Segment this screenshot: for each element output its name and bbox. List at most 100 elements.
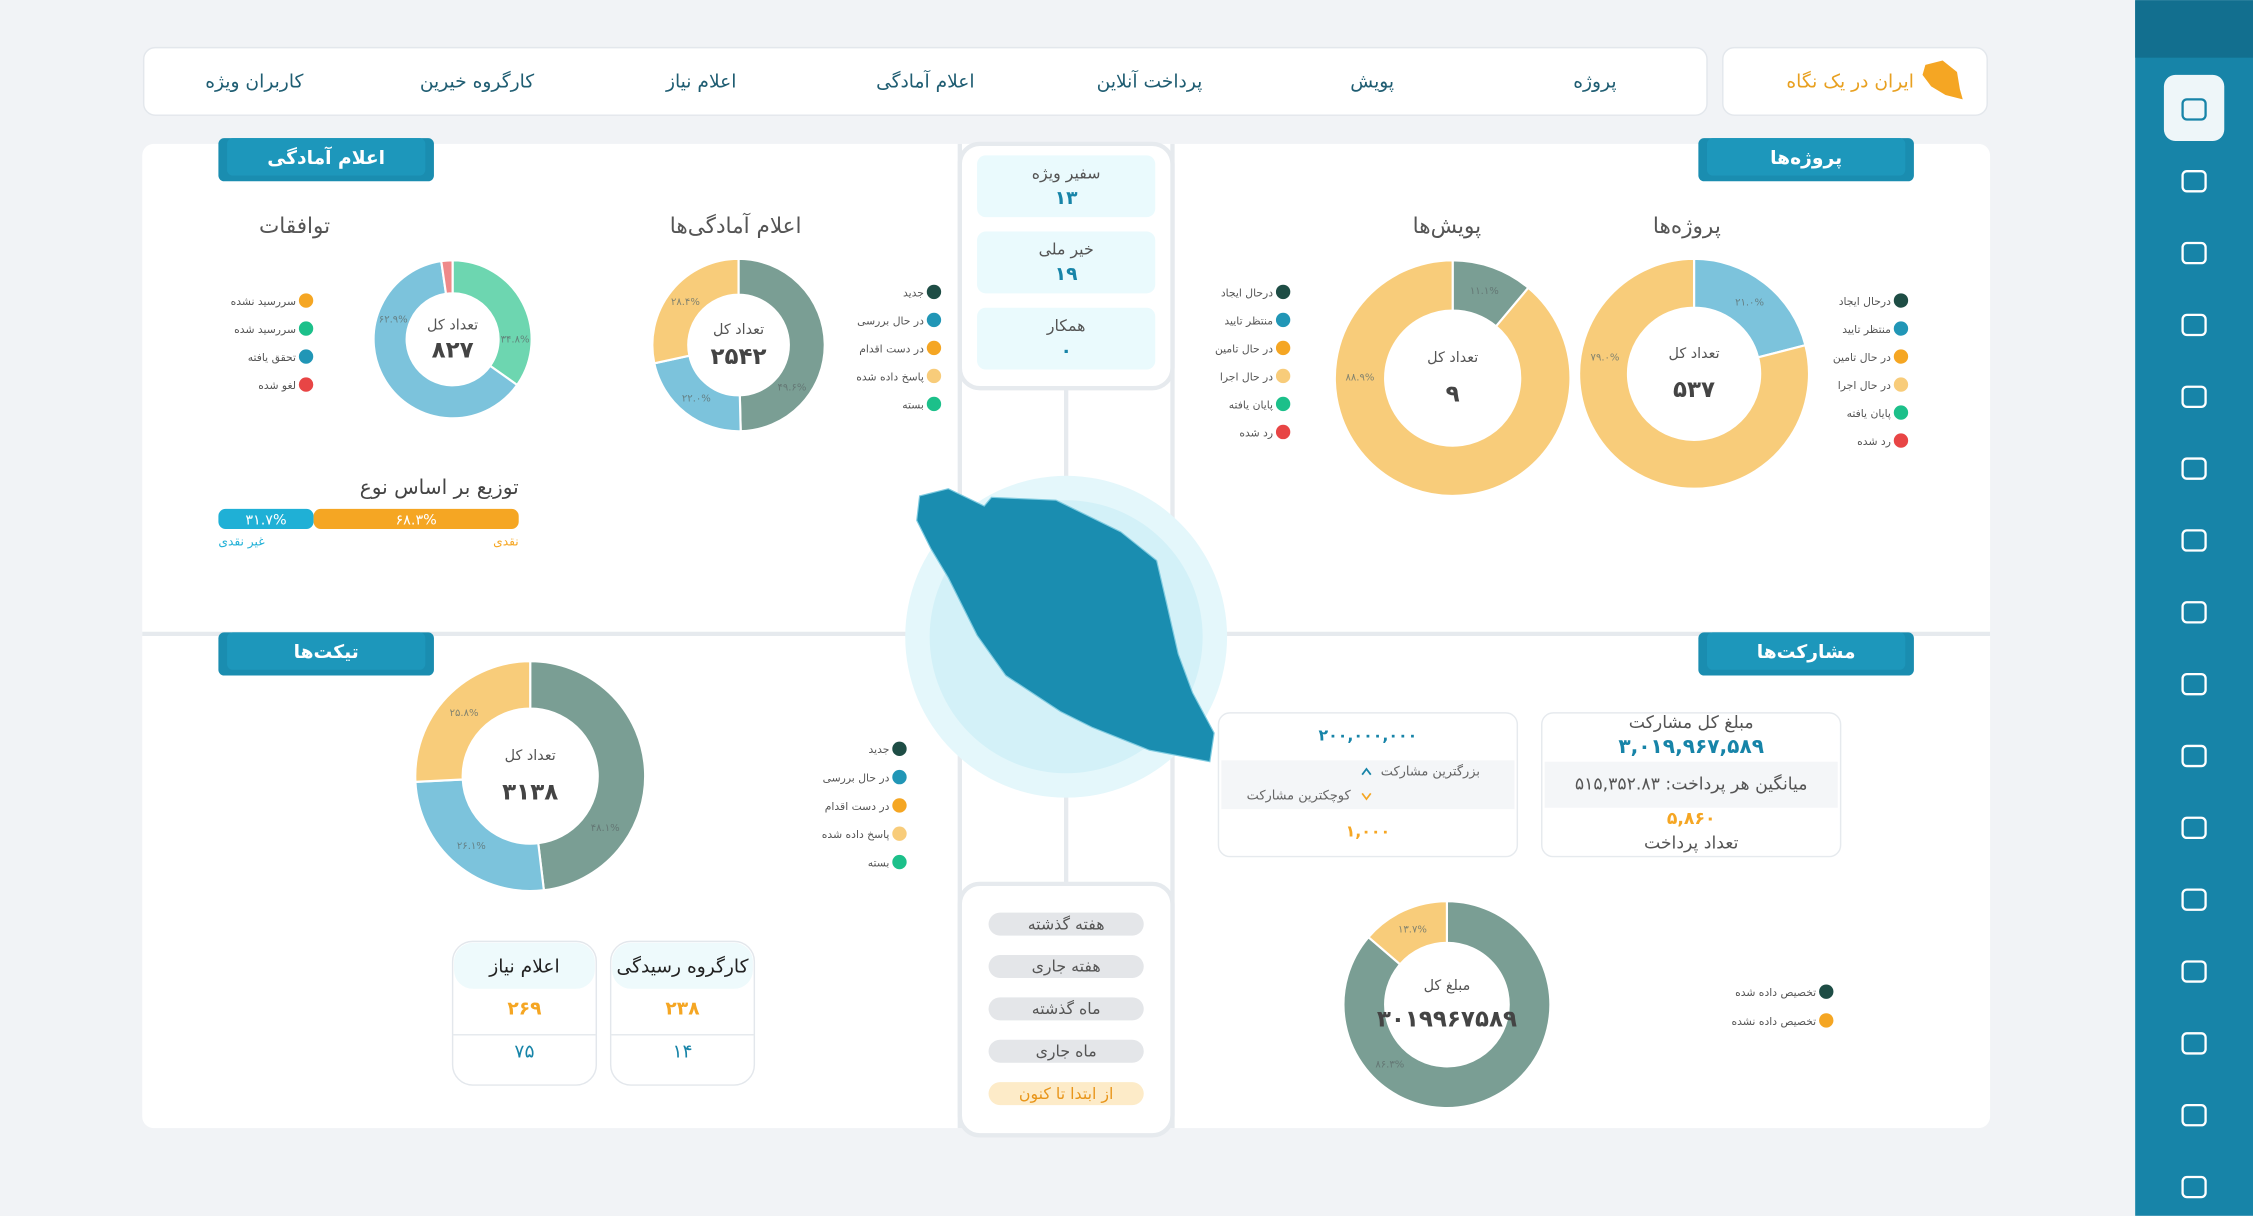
legend-label[interactable]: در حال بررسی [823, 772, 890, 785]
donut-segment[interactable] [414, 778, 546, 893]
legend-label[interactable]: پاسخ داده شده [822, 828, 890, 841]
filter-label[interactable]: ماه جاری [1036, 1041, 1097, 1061]
legend-dot[interactable] [1893, 293, 1909, 308]
legend-dot[interactable] [298, 349, 314, 364]
donut-segment[interactable] [372, 259, 519, 420]
legend-label[interactable]: تخصیص داده نشده [1732, 1015, 1817, 1028]
legend-dot[interactable] [1275, 424, 1291, 440]
nav-item[interactable]: اعلام آمادگی [876, 70, 975, 93]
legend-label[interactable]: بسته [902, 398, 924, 411]
legend-label[interactable]: در حال بررسی [857, 314, 924, 327]
sidebar-icon[interactable] [2181, 529, 2207, 552]
legend-dot[interactable] [1275, 368, 1291, 384]
sidebar-icon[interactable] [2181, 888, 2207, 911]
legend-dot[interactable] [926, 396, 942, 412]
filter-button[interactable] [988, 997, 1144, 1021]
donut-segment[interactable] [529, 660, 647, 892]
donut-segment[interactable] [414, 660, 532, 784]
sidebar-icon[interactable] [2181, 241, 2207, 265]
legend-dot[interactable] [298, 321, 314, 336]
filter-label[interactable]: ماه گذشته [1032, 999, 1101, 1018]
legend-label[interactable]: جدید [868, 743, 889, 756]
legend-label[interactable]: سررسید نشده [231, 295, 296, 308]
filter-label[interactable]: از ابتدا تا کنون [1019, 1084, 1114, 1104]
nav-item[interactable]: کاربران ویژه [205, 72, 303, 93]
legend-dot[interactable] [1893, 377, 1909, 392]
nav-item[interactable]: پویش [1350, 72, 1394, 93]
nav-item[interactable]: کارگروه خیرین [420, 71, 534, 93]
legend-label[interactable]: سررسید شده [234, 323, 296, 336]
legend-dot[interactable] [1275, 340, 1291, 356]
legend-label[interactable]: منتظر تایید [1224, 314, 1273, 327]
legend-label[interactable]: بسته [868, 856, 890, 869]
legend-dot[interactable] [298, 293, 314, 308]
legend-label[interactable]: جدید [903, 286, 924, 299]
legend-dot[interactable] [926, 340, 942, 356]
legend-dot[interactable] [1275, 284, 1291, 300]
legend-dot[interactable] [926, 368, 942, 384]
donut-segment[interactable] [1342, 900, 1552, 1110]
legend-label[interactable]: رد شده [1857, 435, 1891, 448]
filter-button[interactable] [988, 955, 1144, 978]
legend-label[interactable]: در حال اجرا [1220, 370, 1273, 383]
legend-dot[interactable] [1893, 405, 1909, 420]
legend-label[interactable]: در دست اقدام [825, 800, 890, 813]
legend-dot[interactable] [892, 826, 907, 841]
legend-dot[interactable] [1275, 312, 1291, 328]
sidebar-icon[interactable] [2181, 1104, 2207, 1127]
legend-label[interactable]: در حال تامین [1833, 351, 1891, 364]
filter-label[interactable]: هفته جاری [1032, 957, 1101, 977]
sidebar-icon[interactable] [2181, 313, 2207, 337]
legend-label[interactable]: تحقق یافته [248, 351, 296, 364]
filter-label[interactable]: هفته گذشته [1028, 914, 1105, 933]
legend-label[interactable]: پایان یافته [1847, 407, 1891, 420]
sidebar-active[interactable] [2163, 74, 2225, 142]
legend-dot[interactable] [298, 377, 314, 392]
donut-segment[interactable] [1578, 257, 1811, 490]
iran-map[interactable] [916, 488, 1215, 763]
legend-dot[interactable] [1893, 433, 1909, 448]
legend-dot[interactable] [892, 741, 907, 756]
sidebar-icon[interactable] [2181, 170, 2207, 193]
sidebar-icon[interactable] [2181, 1032, 2207, 1055]
nav-item[interactable]: پرداخت آنلاین [1097, 70, 1203, 93]
donut-segment[interactable] [451, 259, 533, 387]
legend-label[interactable]: در حال تامین [1215, 342, 1273, 355]
legend-dot[interactable] [892, 798, 907, 813]
filter-button[interactable] [988, 1082, 1144, 1106]
legend-dot[interactable] [1819, 984, 1834, 999]
sidebar-icon[interactable] [2181, 744, 2207, 768]
sidebar-icon[interactable] [2181, 1175, 2207, 1199]
legend-dot[interactable] [1275, 396, 1291, 412]
legend-label[interactable]: در دست اقدام [859, 342, 924, 355]
legend-dot[interactable] [1893, 349, 1909, 364]
legend-label[interactable]: تخصیص داده شده [1735, 986, 1816, 999]
sidebar-icon[interactable] [2181, 601, 2207, 624]
legend-label[interactable]: درحال ایجاد [1839, 295, 1891, 308]
filter-button[interactable] [988, 912, 1144, 936]
filter-button[interactable] [988, 1039, 1144, 1063]
legend-label[interactable]: درحال ایجاد [1221, 286, 1273, 299]
nav-item[interactable]: اعلام نیاز [665, 72, 736, 93]
sidebar-icon[interactable] [2181, 816, 2207, 840]
legend-dot[interactable] [1819, 1013, 1834, 1028]
legend-dot[interactable] [892, 854, 907, 870]
brand-title[interactable]: ایران در یک نگاه [1786, 71, 1914, 93]
legend-label[interactable]: منتظر تایید [1842, 323, 1891, 336]
legend-dot[interactable] [892, 769, 907, 785]
sidebar-icon[interactable] [2181, 385, 2207, 408]
sidebar-icon[interactable] [2181, 98, 2207, 121]
legend-dot[interactable] [926, 312, 942, 328]
legend-label[interactable]: رد شده [1239, 426, 1273, 439]
donut-segment[interactable] [737, 257, 826, 433]
sidebar-icon[interactable] [2181, 457, 2207, 480]
legend-label[interactable]: در حال اجرا [1838, 379, 1891, 392]
donut-segment[interactable] [1333, 259, 1572, 498]
legend-label[interactable]: پایان یافته [1229, 398, 1273, 411]
legend-dot[interactable] [1893, 321, 1909, 336]
nav-item[interactable]: پروژه [1573, 72, 1616, 93]
sidebar-icon[interactable] [2181, 960, 2207, 983]
donut-segment[interactable] [651, 257, 740, 365]
legend-label[interactable]: لغو شده [258, 379, 296, 392]
sidebar-icon[interactable] [2181, 672, 2207, 696]
